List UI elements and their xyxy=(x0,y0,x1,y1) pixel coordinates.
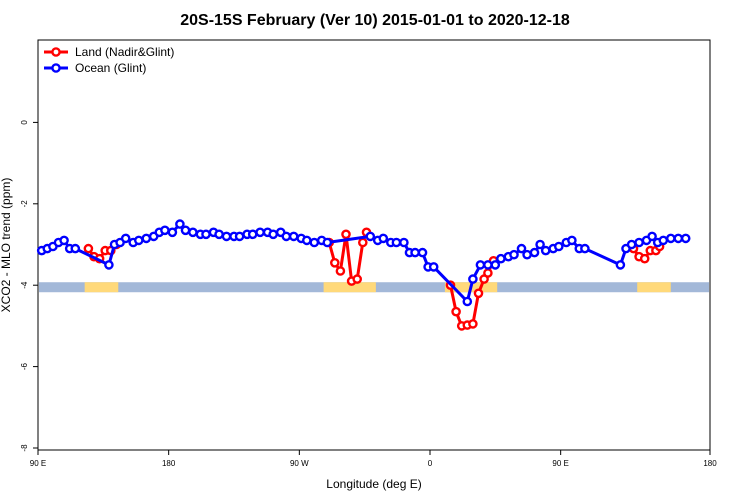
ocean-point xyxy=(529,247,540,258)
ocean-point xyxy=(322,237,333,248)
land-point xyxy=(352,274,363,284)
x-tick-label: 180 xyxy=(162,459,176,468)
y-tick-label: -6 xyxy=(20,362,29,370)
ocean-point xyxy=(417,247,428,258)
surface-mask xyxy=(39,282,709,293)
ocean-point xyxy=(104,260,114,270)
ocean-point xyxy=(214,229,224,240)
ocean-point xyxy=(309,237,320,248)
land-point xyxy=(329,257,340,268)
legend-ocean-label: Ocean (Glint) xyxy=(75,61,146,75)
ocean-point xyxy=(428,262,439,272)
ocean-point xyxy=(475,260,486,270)
land-point xyxy=(341,229,351,240)
ocean-point xyxy=(666,233,676,244)
ocean-point xyxy=(673,233,684,244)
y-tick-label: -2 xyxy=(20,200,29,208)
ocean-point xyxy=(516,243,527,254)
ocean-point xyxy=(615,260,626,270)
land-mask-band xyxy=(323,282,376,293)
ocean-point xyxy=(483,260,493,270)
y-tick-label: 0 xyxy=(20,120,29,125)
ocean-point xyxy=(410,247,420,258)
legend-ocean-marker xyxy=(51,63,61,73)
ocean-point xyxy=(188,227,198,238)
ocean-point xyxy=(462,296,473,307)
legend: Land (Nadir&Glint) Ocean (Glint) xyxy=(44,45,174,75)
ocean-point xyxy=(626,239,637,250)
ocean-point xyxy=(580,243,590,254)
land-point xyxy=(483,268,493,278)
ocean-point xyxy=(378,233,389,244)
ocean-point xyxy=(221,231,232,242)
ocean-series xyxy=(36,219,691,307)
legend-land-marker xyxy=(51,47,61,57)
ocean-point xyxy=(59,235,69,246)
ocean-point xyxy=(634,237,644,248)
y-tick-label: -4 xyxy=(20,281,29,289)
ocean-point xyxy=(522,249,532,260)
x-axis-label: Longitude (deg E) xyxy=(326,477,421,491)
x-tick-label: 180 xyxy=(703,459,717,468)
land-point xyxy=(357,237,368,248)
ocean-point xyxy=(680,233,691,244)
ocean-point xyxy=(658,235,669,246)
ocean-point xyxy=(133,235,144,246)
ocean-point xyxy=(180,225,191,236)
y-axis-label: XCO2 - MLO trend (ppm) xyxy=(0,178,13,313)
ocean-point xyxy=(535,239,545,250)
ocean-point xyxy=(70,243,81,254)
x-axis: 90 E 180 90 W 0 90 E 180 xyxy=(30,450,717,468)
ocean-point xyxy=(647,231,657,242)
land-point xyxy=(473,288,484,299)
ocean-point xyxy=(509,249,519,260)
ocean-point xyxy=(167,227,178,238)
chart-title: 20S-15S February (Ver 10) 2015-01-01 to … xyxy=(180,12,570,29)
ocean-point xyxy=(540,245,551,256)
ocean-point xyxy=(288,231,299,242)
land-point xyxy=(639,253,650,264)
ocean-point xyxy=(301,235,312,246)
ocean-point xyxy=(141,233,152,244)
ocean-point xyxy=(268,229,279,240)
x-tick-label: 90 W xyxy=(290,459,309,468)
ocean-point xyxy=(554,241,564,252)
x-tick-label: 90 E xyxy=(30,459,46,468)
ocean-point xyxy=(365,231,376,242)
x-tick-label: 0 xyxy=(428,459,433,468)
land-point xyxy=(335,266,346,276)
ocean-point xyxy=(391,237,402,248)
ocean-point xyxy=(247,229,258,240)
y-tick-label: -8 xyxy=(20,444,29,452)
legend-land-label: Land (Nadir&Glint) xyxy=(75,45,174,59)
ocean-point xyxy=(399,237,409,248)
plot-frame xyxy=(37,39,711,451)
ocean-point xyxy=(201,229,211,240)
land-mask-band xyxy=(637,282,671,293)
ocean-point xyxy=(175,219,185,229)
land-point xyxy=(468,319,478,329)
ocean-point xyxy=(234,231,245,242)
x-tick-label: 90 E xyxy=(552,459,568,468)
ocean-point xyxy=(490,260,501,270)
land-mask-band xyxy=(84,282,119,293)
y-axis: 0 -2 -4 -6 -8 xyxy=(20,120,38,452)
land-point xyxy=(83,243,94,254)
ocean-point xyxy=(160,225,170,236)
ocean-point xyxy=(255,227,265,238)
land-point xyxy=(451,306,461,317)
ocean-point xyxy=(281,231,292,242)
ocean-point xyxy=(496,253,506,264)
ocean-point xyxy=(120,233,131,244)
ocean-point xyxy=(468,274,478,284)
ocean-point xyxy=(567,235,577,246)
